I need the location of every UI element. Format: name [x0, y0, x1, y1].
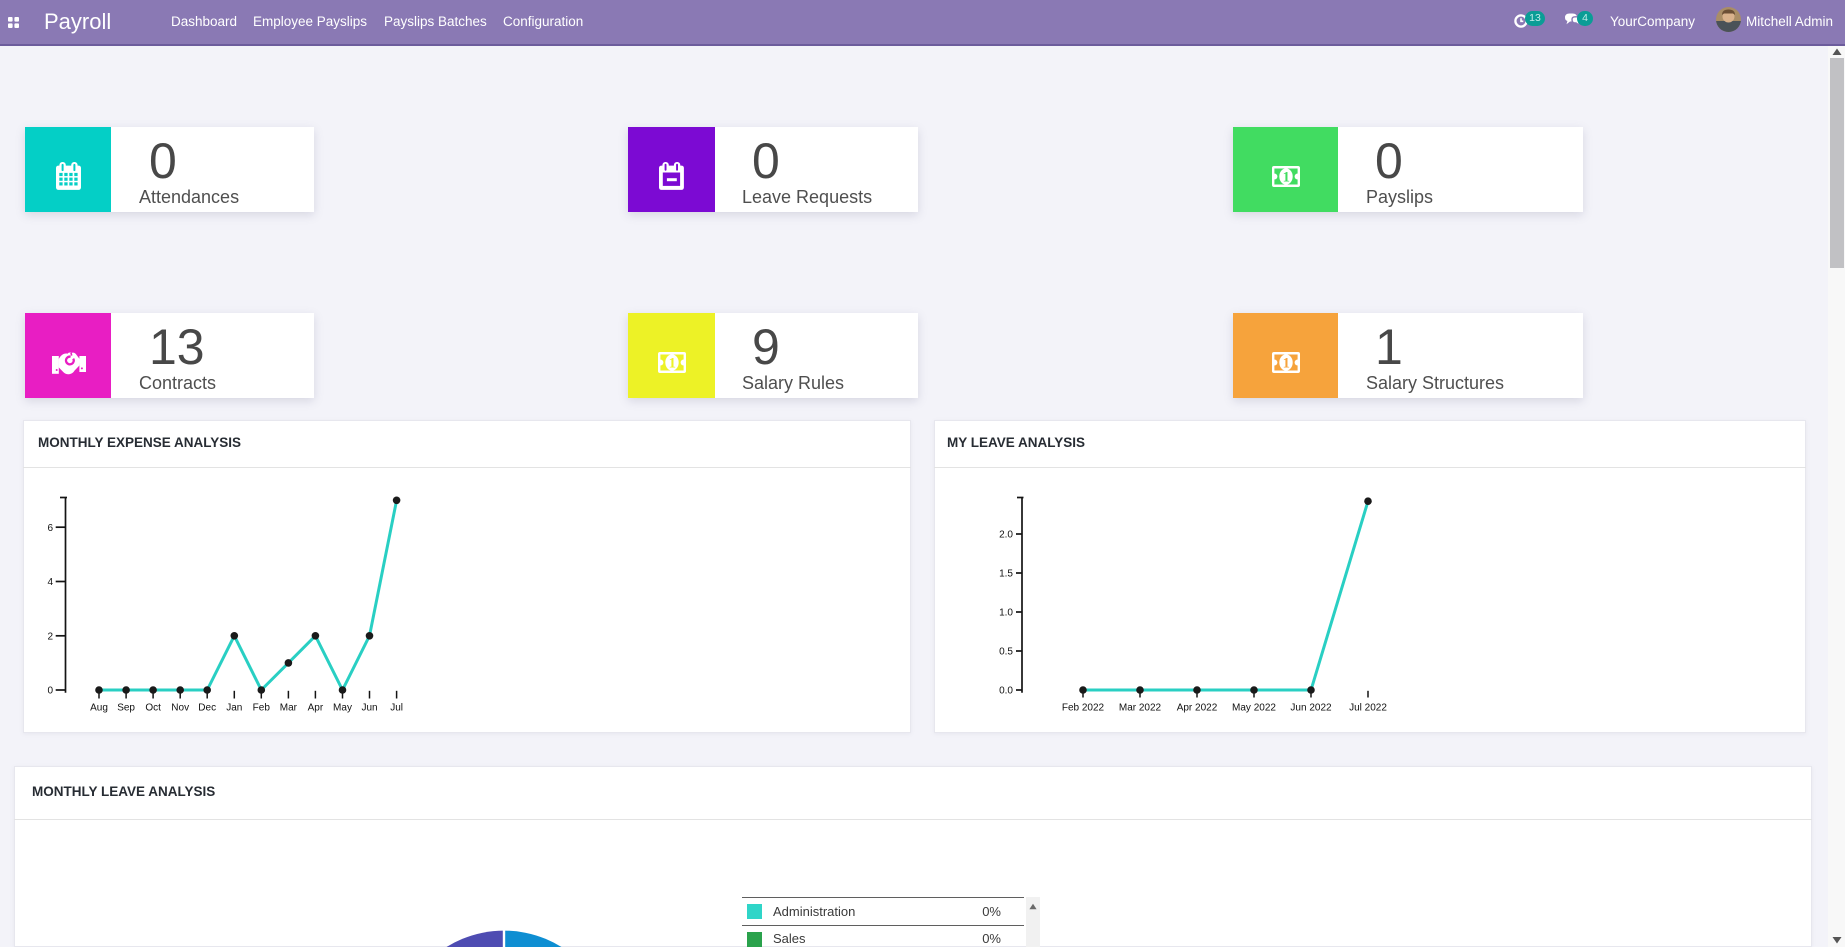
svg-text:0.5: 0.5 — [999, 647, 1013, 658]
svg-text:2: 2 — [47, 631, 53, 642]
svg-text:1.0: 1.0 — [999, 608, 1013, 619]
svg-text:Apr 2022: Apr 2022 — [1177, 703, 1218, 714]
svg-text:Jul 2022: Jul 2022 — [1349, 703, 1387, 714]
svg-text:1.5: 1.5 — [999, 569, 1013, 580]
svg-text:1: 1 — [1282, 170, 1289, 186]
svg-text:Nov: Nov — [171, 703, 189, 714]
svg-text:Feb: Feb — [253, 703, 271, 714]
svg-text:6: 6 — [47, 523, 53, 534]
svg-text:Dec: Dec — [198, 703, 216, 714]
svg-text:May: May — [333, 703, 352, 714]
svg-text:0: 0 — [47, 686, 53, 697]
svg-text:Mar 2022: Mar 2022 — [1119, 703, 1162, 714]
svg-text:0.0: 0.0 — [999, 686, 1013, 697]
svg-text:Jul: Jul — [390, 703, 403, 714]
svg-text:Aug: Aug — [90, 703, 108, 714]
svg-text:Mar: Mar — [280, 703, 298, 714]
svg-text:1: 1 — [668, 356, 675, 372]
svg-text:Jun 2022: Jun 2022 — [1290, 703, 1332, 714]
svg-text:Feb 2022: Feb 2022 — [1062, 703, 1105, 714]
svg-text:Jan: Jan — [226, 703, 242, 714]
svg-text:Sep: Sep — [117, 703, 135, 714]
svg-text:Jun: Jun — [361, 703, 377, 714]
svg-text:4: 4 — [47, 577, 53, 588]
svg-text:1: 1 — [1282, 356, 1289, 372]
svg-text:May 2022: May 2022 — [1232, 703, 1276, 714]
svg-text:Oct: Oct — [145, 703, 161, 714]
svg-text:Apr: Apr — [308, 703, 324, 714]
svg-text:2.0: 2.0 — [999, 530, 1013, 541]
